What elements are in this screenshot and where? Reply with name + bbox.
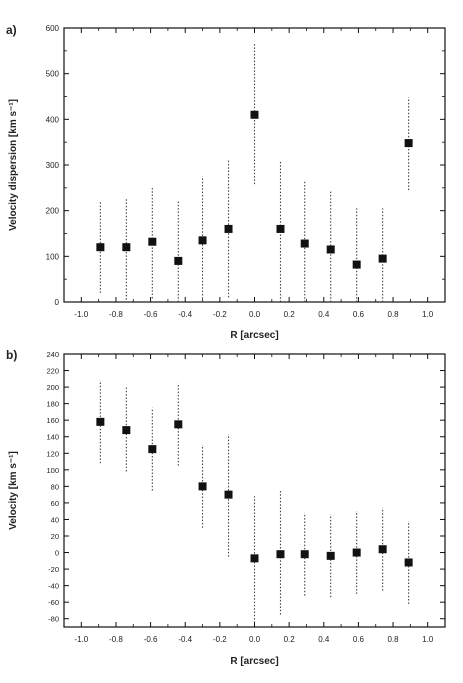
data-point [404,558,413,567]
x-tick-label: 0.0 [249,310,261,319]
x-tick-label: -0.6 [144,310,158,319]
data-point [378,545,387,554]
panel-label: a) [6,23,17,37]
data-point [250,110,259,119]
y-tick-label: 220 [46,367,59,376]
data-point [96,243,105,252]
x-tick-label: 0.8 [387,635,399,644]
y-tick-label: -40 [48,582,59,591]
y-tick-label: -80 [48,615,59,624]
x-tick-label: -0.8 [109,310,123,319]
y-tick-label: -20 [48,565,59,574]
x-tick-label: -0.8 [109,635,123,644]
y-tick-label: 600 [46,24,60,33]
x-tick-label: 0.8 [387,310,399,319]
y-tick-label: 160 [46,416,59,425]
y-tick-label: 120 [46,449,59,458]
x-tick-label: -1.0 [74,310,88,319]
y-tick-label: 300 [46,161,60,170]
data-point [404,139,413,148]
y-tick-label: 40 [51,515,59,524]
data-point [378,254,387,263]
data-point [198,482,207,491]
x-tick-label: 0.4 [318,635,330,644]
x-tick-label: -0.4 [178,310,192,319]
x-axis-label: R [arcsec] [230,656,278,667]
x-tick-label: 0.2 [284,310,296,319]
y-axis-label: Velocity dispersion [km s⁻¹] [8,99,19,231]
x-tick-label: 0.2 [284,635,296,644]
y-tick-label: 400 [46,115,60,124]
data-point [250,554,259,563]
x-tick-label: 1.0 [422,310,434,319]
x-tick-label: -0.2 [213,310,227,319]
x-tick-label: -1.0 [74,635,88,644]
y-tick-label: 0 [55,549,59,558]
y-tick-label: 100 [46,252,60,261]
y-tick-label: 80 [51,482,59,491]
y-tick-label: 0 [55,298,60,307]
panel-label: b) [6,348,17,362]
x-tick-label: -0.2 [213,635,227,644]
x-axis-label: R [arcsec] [230,330,278,341]
x-tick-label: 1.0 [422,635,434,644]
y-tick-label: 180 [46,400,59,409]
data-point [276,224,285,233]
x-tick-label: -0.4 [178,635,192,644]
y-tick-label: 60 [51,499,59,508]
data-point [352,548,361,557]
x-tick-label: 0.6 [353,635,365,644]
y-tick-label: 20 [51,532,59,541]
data-point [122,243,131,252]
x-tick-label: 0.4 [318,310,330,319]
x-tick-label: 0.6 [353,310,365,319]
y-tick-label: 500 [46,70,60,79]
data-point [174,420,183,429]
data-point [174,256,183,265]
y-tick-label: 200 [46,207,60,216]
data-point [300,550,309,559]
data-point [198,236,207,245]
data-point [224,224,233,233]
data-point [96,417,105,426]
data-point [224,490,233,499]
y-axis-label: Velocity [km s⁻¹] [8,451,19,530]
chart-panel-a: a) -1.0 -0.8 -0.6 -0.4 -0.2 0.0 0.2 0.4 0.6 0.8 1.0… [6,23,446,341]
y-tick-label: 240 [46,350,59,359]
data-point [300,239,309,248]
y-tick-label: -60 [48,598,59,607]
x-tick-label: -0.6 [144,635,158,644]
y-tick-label: 140 [46,433,59,442]
data-point [148,237,157,246]
data-point [352,260,361,269]
data-point [326,551,335,560]
data-point [276,550,285,559]
y-tick-label: 100 [46,466,59,475]
x-tick-label: 0.0 [249,635,261,644]
y-tick-label: 200 [46,383,59,392]
data-point [148,445,157,454]
data-point [122,426,131,435]
plot-frame [63,27,446,303]
chart-panel-b: b) -1.0 -0.8 -0.6 -0.4 -0.2 0.0 0.2 0.4 0.6 0.8 1.0… [6,348,446,667]
data-point [326,245,335,254]
